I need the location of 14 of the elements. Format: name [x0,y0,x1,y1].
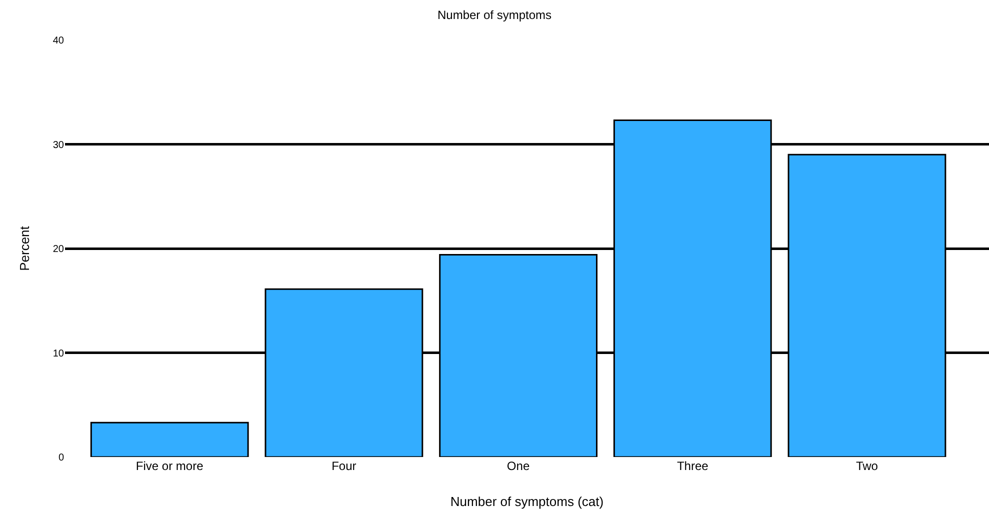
y-tick-label: 20 [52,244,64,255]
x-tick-label: Five or more [136,459,204,473]
y-tick-label: 40 [52,36,64,46]
y-tick-label: 0 [58,452,64,464]
x-tick-label: One [506,459,530,473]
x-tick-label: Four [332,459,356,473]
x-tick-label: Three [676,459,709,473]
x-axis-title: Number of symptoms (cat) [450,494,604,509]
x-tick-label: Two [856,459,878,473]
bar [90,422,249,457]
y-tick-label: 30 [52,140,64,151]
y-axis-title: Percent [17,226,32,271]
chart-title: Number of symptoms [437,8,552,22]
y-tick-label: 10 [52,348,64,360]
